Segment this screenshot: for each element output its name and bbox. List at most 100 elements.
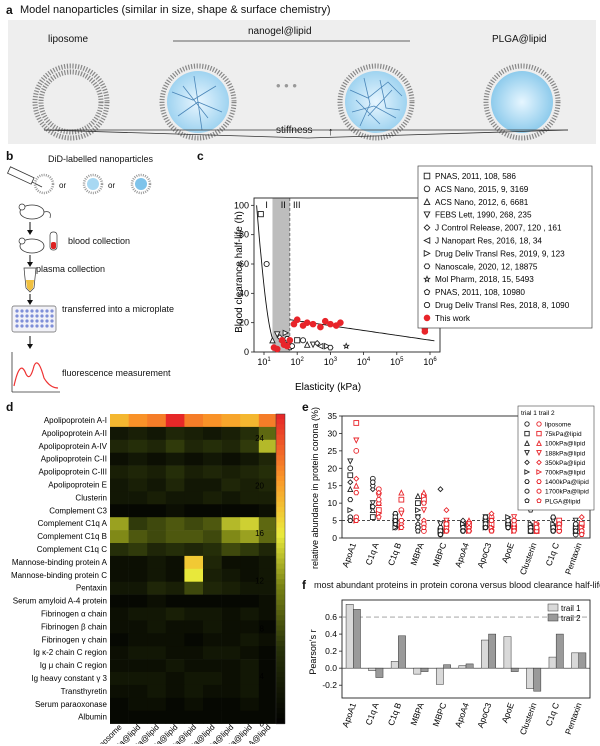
e-legend-label: liposome — [545, 422, 571, 429]
c-legend-symbol — [423, 172, 431, 180]
d-heatmap-cell — [147, 646, 167, 660]
e-legend-symbol-trial2 — [536, 498, 542, 504]
c-legend-symbol — [423, 224, 431, 232]
e-trial1-point — [415, 528, 421, 534]
c-x-tick-label: 101 — [257, 357, 271, 367]
d-heatmap-cell — [221, 659, 241, 673]
d-colorbar-segment — [276, 439, 285, 446]
e-trial1-point — [369, 503, 376, 510]
f-bar-trail1 — [481, 639, 489, 669]
e-trial2-point — [398, 517, 405, 524]
c-legend-label: This work — [435, 314, 471, 323]
d-heatmap-cell — [203, 414, 222, 428]
e-legend-symbol-trial1 — [524, 479, 530, 484]
d-heatmap-cell — [110, 517, 129, 531]
d-heatmap-cell — [165, 607, 185, 621]
d-heatmap-cell — [110, 620, 129, 634]
e-legend-symbol-trial2 — [536, 469, 543, 475]
d-heatmap-cell — [240, 684, 260, 699]
d-heatmap-cell — [165, 543, 185, 557]
e-legend-symbol-trial1 — [524, 439, 530, 446]
d-colorbar-segment — [276, 713, 285, 719]
d-heatmap-cell — [110, 672, 129, 686]
d-heatmap-cell — [128, 465, 148, 479]
d-heatmap-cell — [147, 530, 167, 544]
e-legend-header: trial 1 trail 2 — [521, 410, 555, 417]
d-colorbar-segment — [276, 527, 285, 534]
d-heatmap-cell — [147, 517, 167, 531]
c-y-tick-label: 100 — [234, 200, 249, 210]
d-heatmap-cell — [184, 452, 204, 466]
d-heatmap-cell — [110, 684, 129, 699]
d-row-label: Complement C1q B — [37, 532, 107, 541]
d-heatmap-cell — [221, 543, 241, 557]
c-literature-point — [342, 342, 350, 350]
d-heatmap-cell — [258, 543, 278, 557]
d-heatmap-cell — [184, 594, 204, 608]
c-literature-point — [324, 342, 331, 350]
d-heatmap-cell — [203, 607, 222, 621]
d-heatmap-cell — [184, 517, 204, 531]
d-heatmap-cell — [184, 439, 204, 453]
f-bar-trail1 — [413, 667, 422, 675]
d-heatmap-cell — [110, 465, 129, 479]
d-colorbar-segment — [276, 651, 285, 658]
e-y-tick-label: 15 — [328, 481, 338, 491]
panel-a-label: a — [6, 3, 13, 17]
c-literature-point — [299, 337, 307, 344]
d-heatmap-cell — [128, 581, 148, 595]
e-trial2-point — [420, 500, 427, 506]
d-heatmap-cell — [165, 594, 185, 608]
e-legend-label: 75kPa@lipid — [545, 431, 582, 438]
d-heatmap-cell — [240, 452, 260, 466]
c-legend-symbol — [423, 263, 431, 270]
d-heatmap-cell — [240, 504, 260, 518]
c-this-work-point — [327, 320, 334, 328]
d-heatmap-cell — [184, 555, 204, 570]
d-heatmap-cell — [221, 594, 241, 608]
panel-a-title: Model nanoparticles (similar in size, sh… — [20, 4, 331, 16]
d-heatmap-cell — [203, 504, 222, 518]
e-category-label: ApoA4 — [453, 541, 471, 569]
d-row-label: Apolipoprotein A-I — [44, 416, 107, 425]
d-colorbar-tick: 8 — [260, 624, 265, 633]
d-colorbar-segment — [276, 630, 285, 637]
or-label-1: or — [59, 181, 67, 190]
c-literature-point — [313, 339, 321, 347]
panel-b-label: b — [6, 149, 14, 163]
f-category-label: C1q B — [386, 701, 404, 727]
c-legend-label: Nanoscale, 2020, 12, 18875 — [435, 262, 538, 271]
mouse-icon-2 — [18, 237, 45, 254]
f-category-label: C1q C — [543, 701, 561, 727]
d-heatmap-cell — [258, 504, 278, 518]
d-heatmap-cell — [128, 426, 148, 441]
c-x-axis-label: Elasticity (kPa) — [295, 382, 361, 393]
e-legend-label: 100kPa@lipid — [545, 441, 586, 448]
d-heatmap-cell — [184, 684, 204, 699]
d-heatmap-cell — [165, 426, 185, 441]
d-heatmap-cell — [258, 581, 278, 595]
stiffness-label: stiffness — [276, 125, 313, 136]
c-y-tick-label: 40 — [239, 288, 249, 298]
d-heatmap-cell — [110, 633, 129, 647]
d-row-label: Serum paraoxonase — [35, 700, 108, 709]
d-heatmap-cell — [240, 555, 260, 570]
nanogel-label: nanogel@lipid — [248, 26, 312, 37]
e-trial2-point — [398, 524, 405, 530]
d-colorbar-segment — [276, 414, 285, 420]
d-colorbar-segment — [276, 470, 285, 477]
plga-particle — [483, 63, 561, 141]
c-this-work-point — [317, 323, 324, 331]
e-legend-symbol-trial2 — [536, 479, 542, 484]
d-heatmap-cell — [203, 633, 222, 647]
c-legend-symbol — [423, 211, 431, 219]
c-this-work-point — [286, 336, 294, 344]
d-heatmap-cell — [128, 414, 148, 428]
e-legend-label: 350kPa@lipid — [545, 460, 586, 467]
d-colorbar-segment — [276, 666, 285, 673]
f-bar-trail2 — [488, 633, 497, 669]
d-heatmap-cell — [240, 710, 260, 724]
d-colorbar-segment — [276, 455, 285, 461]
f-y-axis-label: Pearson's r — [308, 629, 318, 674]
d-heatmap-cell — [147, 710, 167, 724]
